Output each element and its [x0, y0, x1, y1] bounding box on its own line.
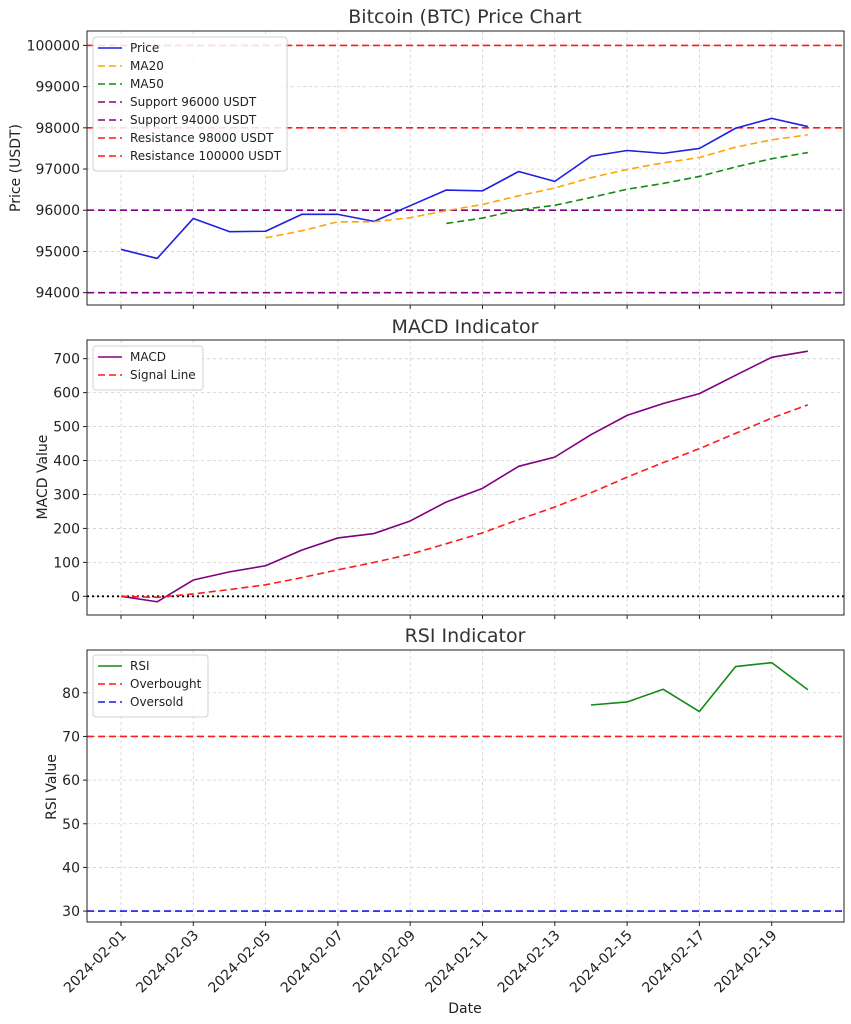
macd-y-tick-label: 400	[53, 454, 80, 470]
price-legend-label: Resistance 100000 USDT	[130, 149, 282, 163]
macd-legend-label: Signal Line	[130, 368, 196, 382]
macd-y-tick-label: 100	[53, 555, 80, 571]
rsi-chart-title: RSI Indicator	[405, 625, 526, 647]
macd-chart-title: MACD Indicator	[392, 316, 539, 338]
rsi-legend-label: Oversold	[130, 695, 183, 709]
rsi-y-tick-label: 30	[62, 904, 80, 920]
price-y-tick-label: 95000	[35, 244, 80, 260]
price-y-tick-label: 96000	[35, 203, 80, 219]
price-y-tick-label: 99000	[35, 80, 80, 96]
price-y-tick-label: 94000	[35, 286, 80, 302]
x-axis-label: Date	[448, 1001, 481, 1017]
macd-legend: MACD Signal Line	[92, 345, 204, 391]
rsi-y-tick-label: 70	[62, 729, 80, 745]
price-chart-title: Bitcoin (BTC) Price Chart	[348, 6, 581, 28]
macd-plot-frame	[86, 339, 845, 616]
price-legend-box	[92, 36, 288, 172]
rsi-y-tick-label: 60	[62, 773, 80, 789]
rsi-plot-frame	[86, 649, 845, 923]
rsi-y-tick-label: 80	[62, 686, 80, 702]
macd-y-tick-label: 500	[53, 420, 80, 436]
price-series-price-line	[120, 117, 809, 260]
price-series-ma20-line	[265, 134, 808, 239]
price-legend-label: Support 96000 USDT	[130, 95, 257, 109]
macd-y-tick-label: 200	[53, 521, 80, 537]
price-legend-label: MA20	[130, 59, 164, 73]
macd-y-tick-label: 0	[71, 589, 80, 605]
macd-y-tick-label: 600	[53, 386, 80, 402]
price-plot-frame	[86, 30, 845, 306]
price-y-axis-label: Price (USDT)	[8, 124, 24, 212]
price-chart-panel: Bitcoin (BTC) Price Chart Price (USDT) 9…	[8, 6, 845, 309]
macd-series-signal-line-line	[120, 404, 809, 599]
rsi-series-rsi-line	[590, 661, 809, 713]
macd-y-tick-label: 700	[53, 352, 80, 368]
price-series-ma50-line	[446, 151, 808, 225]
price-legend-label: Support 94000 USDT	[130, 113, 257, 127]
rsi-y-axis-label: RSI Value	[44, 754, 60, 820]
rsi-legend: RSI Overbought Oversold	[92, 654, 209, 718]
rsi-legend-label: Overbought	[130, 677, 202, 691]
price-y-tick-label: 98000	[35, 121, 80, 137]
macd-chart-panel: MACD Indicator MACD Value 0 100 200 300 400 5…	[35, 316, 845, 619]
rsi-y-tick-label: 50	[62, 817, 80, 833]
macd-y-tick-label: 300	[53, 487, 80, 503]
price-y-tick-label: 97000	[35, 162, 80, 178]
rsi-y-tick-label: 40	[62, 860, 80, 876]
price-y-tick-label: 100000	[27, 38, 80, 54]
price-legend: Price MA20 MA50 Support 96000 USDT Support 9…	[92, 36, 288, 172]
rsi-legend-label: RSI	[130, 659, 150, 673]
price-legend-label: Price	[130, 41, 159, 55]
macd-y-axis-label: MACD Value	[35, 435, 51, 520]
macd-series-macd-line	[120, 350, 808, 603]
macd-legend-label: MACD	[130, 350, 166, 364]
price-legend-label: MA50	[130, 77, 164, 91]
price-legend-label: Resistance 98000 USDT	[130, 131, 274, 145]
